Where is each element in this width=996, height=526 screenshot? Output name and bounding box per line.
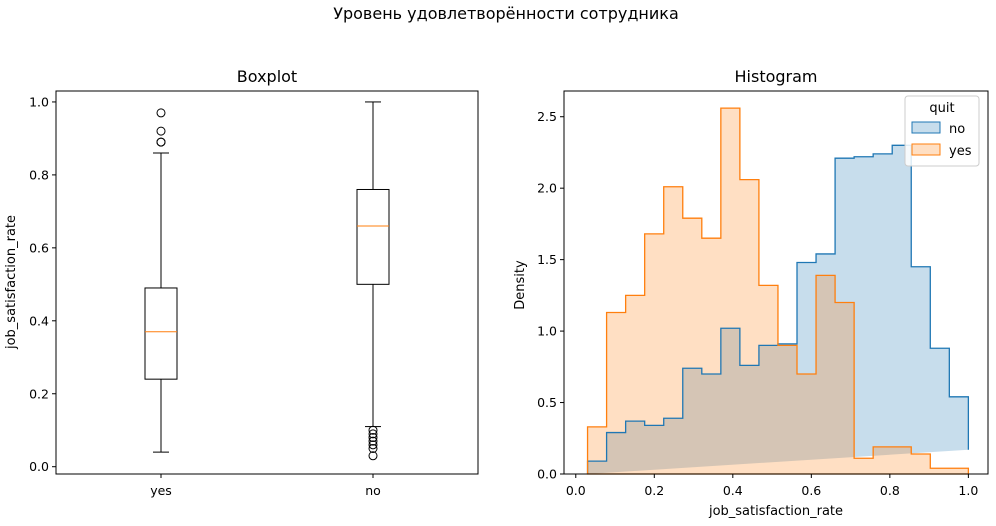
histogram-x-tick-label: 0.2 bbox=[644, 483, 664, 498]
histogram-marks bbox=[586, 107, 970, 475]
legend-swatch-no bbox=[911, 121, 941, 134]
box-no-outlier bbox=[368, 436, 378, 446]
histogram-y-ticks: 0.0 0.5 1.0 1.5 2.0 2.5 bbox=[537, 109, 564, 482]
histogram-y-tick-label: 1.5 bbox=[537, 252, 557, 267]
histogram-legend: quit no yes bbox=[904, 95, 980, 167]
box-no-outlier bbox=[368, 440, 378, 450]
legend-title: quit bbox=[929, 101, 954, 116]
legend-swatch-yes bbox=[911, 143, 941, 156]
boxplot-frame bbox=[55, 90, 479, 475]
histogram-y-label: Density bbox=[513, 260, 528, 310]
boxplot-marks bbox=[144, 101, 390, 461]
histogram-y-tick-label: 2.5 bbox=[537, 109, 557, 124]
boxplot-y-tick-label: 0.0 bbox=[29, 459, 49, 474]
legend-frame bbox=[904, 95, 980, 167]
box-no-outlier bbox=[368, 425, 378, 435]
box-no-outlier bbox=[368, 429, 378, 439]
boxplot-x-ticks: yes no bbox=[150, 474, 381, 498]
boxplot-y-tick-label: 0.2 bbox=[29, 386, 49, 401]
boxplot-x-tick-label: no bbox=[365, 483, 381, 498]
histogram-y-tick-label: 0.0 bbox=[537, 467, 557, 482]
histogram-x-label: job_satisfaction_rate bbox=[708, 504, 843, 519]
histogram-frame bbox=[563, 90, 989, 475]
histogram-x-ticks: 0.0 0.2 0.4 0.6 0.8 1.0 bbox=[566, 474, 978, 498]
histogram-x-tick-label: 0.4 bbox=[723, 483, 743, 498]
histogram-axes: Histogram 0.00.51.01.52.02.5 0.0 0.2 0.4 0.… bbox=[513, 67, 989, 519]
boxplot-y-tick-label: 0.4 bbox=[29, 313, 49, 328]
box-yes-iqr bbox=[144, 287, 178, 380]
box-no-outlier bbox=[368, 433, 378, 443]
histogram-y-tick-label: 1.0 bbox=[537, 324, 557, 339]
boxplot-y-tick-label: 0.6 bbox=[29, 240, 49, 255]
legend-label-yes: yes bbox=[949, 144, 972, 159]
boxplot-y-label: job_satisfaction_rate bbox=[4, 215, 19, 350]
boxplot-x-tick-label: yes bbox=[150, 483, 172, 498]
box-no-outlier bbox=[368, 451, 378, 461]
histogram-title: Histogram bbox=[735, 67, 818, 86]
boxplot-title: Boxplot bbox=[237, 67, 297, 86]
histogram-y-tick-label: 0.5 bbox=[537, 395, 557, 410]
histogram-x-tick-label: 0.6 bbox=[801, 483, 821, 498]
histogram-yes-outline bbox=[586, 107, 970, 475]
figure-suptitle: Уровень удовлетворённости сотрудника bbox=[333, 4, 679, 23]
boxplot-y-tick-label: 0.8 bbox=[29, 167, 49, 182]
boxplot-y-ticks: 0.0 0.2 0.4 0.6 0.8 1.0 bbox=[29, 94, 56, 474]
histogram-y-tick-label: 2.0 bbox=[537, 181, 557, 196]
histogram-x-tick-label: 0.0 bbox=[566, 483, 586, 498]
box-yes-outlier bbox=[156, 126, 166, 136]
box-yes-outlier bbox=[156, 137, 166, 147]
box-no-outlier bbox=[368, 443, 378, 453]
histogram-x-tick-label: 1.0 bbox=[958, 483, 978, 498]
legend-label-no: no bbox=[949, 122, 965, 137]
box-yes-outlier bbox=[156, 108, 166, 118]
box-no-iqr bbox=[356, 188, 390, 285]
boxplot-axes: Boxplot 0.0 0.2 0.4 0.6 0.8 1.0 yes no job_sat… bbox=[4, 67, 479, 498]
histogram-x-tick-label: 0.8 bbox=[880, 483, 900, 498]
boxplot-y-tick-label: 1.0 bbox=[29, 94, 49, 109]
